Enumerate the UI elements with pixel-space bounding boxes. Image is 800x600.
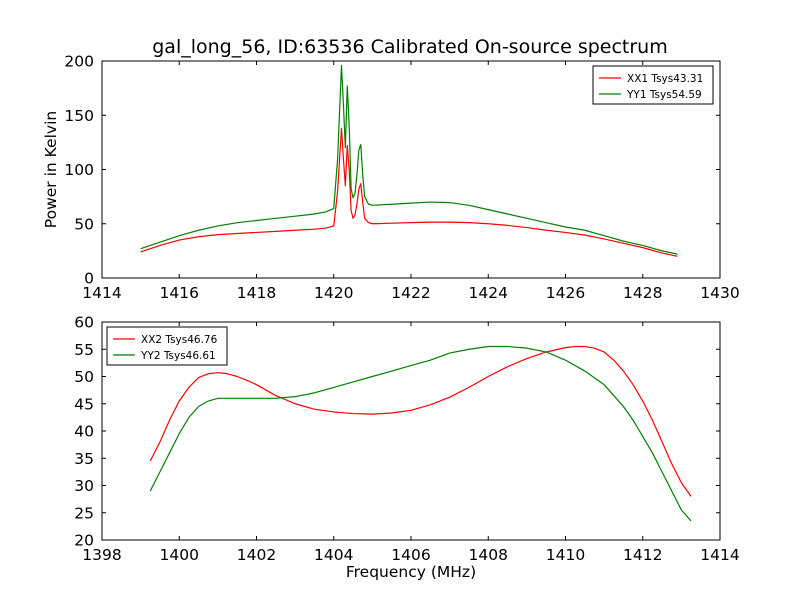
- x-tick-label: 1428: [623, 284, 662, 302]
- y-tick-label: 100: [64, 161, 94, 179]
- x-tick-label: 1410: [546, 546, 585, 564]
- series-line-xx2: [149, 345, 692, 497]
- x-tick-label: 1406: [391, 546, 430, 564]
- y-tick-label: 50: [74, 368, 94, 386]
- top-panel: 1414 1416 1418 1420 1422 1424 1426 1428 1430 0 50 1…: [42, 53, 740, 303]
- y-tick-label: 60: [74, 314, 94, 332]
- y-tick-label: 50: [74, 215, 94, 233]
- y-tick-label: 30: [74, 477, 94, 495]
- series-line-yy2: [149, 345, 692, 522]
- bottom-panel: 1398 1400 1402 1404 1406 1408 1410 1412 1414 20 25…: [74, 314, 739, 582]
- y-tick-label: 45: [74, 395, 94, 413]
- figure-title: gal_long_56, ID:63536 Calibrated On-sour…: [152, 36, 667, 58]
- y-tick-label: 25: [74, 504, 94, 522]
- series-line-xx1: [140, 127, 678, 257]
- y-tick-label: 40: [74, 423, 94, 441]
- x-tick-label: 1400: [160, 546, 199, 564]
- x-axis-label: Frequency (MHz): [346, 563, 476, 581]
- x-tick-label: 1424: [469, 284, 508, 302]
- x-tick-label: 1416: [160, 284, 199, 302]
- legend: XX2 Tsys46.76 YY2 Tsys46.61: [106, 326, 228, 366]
- x-tick-label: 1402: [237, 546, 276, 564]
- legend-label: YY2 Tsys46.61: [140, 350, 216, 362]
- x-tick-label: 1414: [700, 546, 739, 564]
- x-tick-label: 1412: [623, 546, 662, 564]
- x-tick-label: 1426: [546, 284, 585, 302]
- legend-label: XX2 Tsys46.76: [141, 334, 218, 346]
- x-tick-label: 1422: [391, 284, 430, 302]
- x-tick-label: 1430: [700, 284, 739, 302]
- y-tick-label: 55: [74, 341, 94, 359]
- legend-box: [106, 326, 228, 366]
- legend: XX1 Tsys43.31 YY1 Tsys54.59: [592, 65, 714, 105]
- y-tick-label: 200: [64, 53, 94, 71]
- x-tick-label: 1418: [237, 284, 276, 302]
- legend-box: [592, 65, 714, 105]
- series-line-yy1: [140, 64, 678, 255]
- x-tick-label: 1398: [82, 546, 121, 564]
- x-tick-label: 1420: [314, 284, 353, 302]
- x-tick-label: 1404: [314, 546, 353, 564]
- legend-label: XX1 Tsys43.31: [627, 73, 703, 85]
- legend-label: YY1 Tsys54.59: [626, 89, 702, 101]
- x-tick-label: 1414: [82, 284, 121, 302]
- y-tick-label: 150: [64, 107, 94, 125]
- y-tick-label: 20: [74, 532, 94, 550]
- y-tick-label: 0: [84, 270, 94, 288]
- y-tick-label: 35: [74, 450, 94, 468]
- x-tick-label: 1408: [469, 546, 508, 564]
- y-axis-label: Power in Kelvin: [42, 111, 60, 228]
